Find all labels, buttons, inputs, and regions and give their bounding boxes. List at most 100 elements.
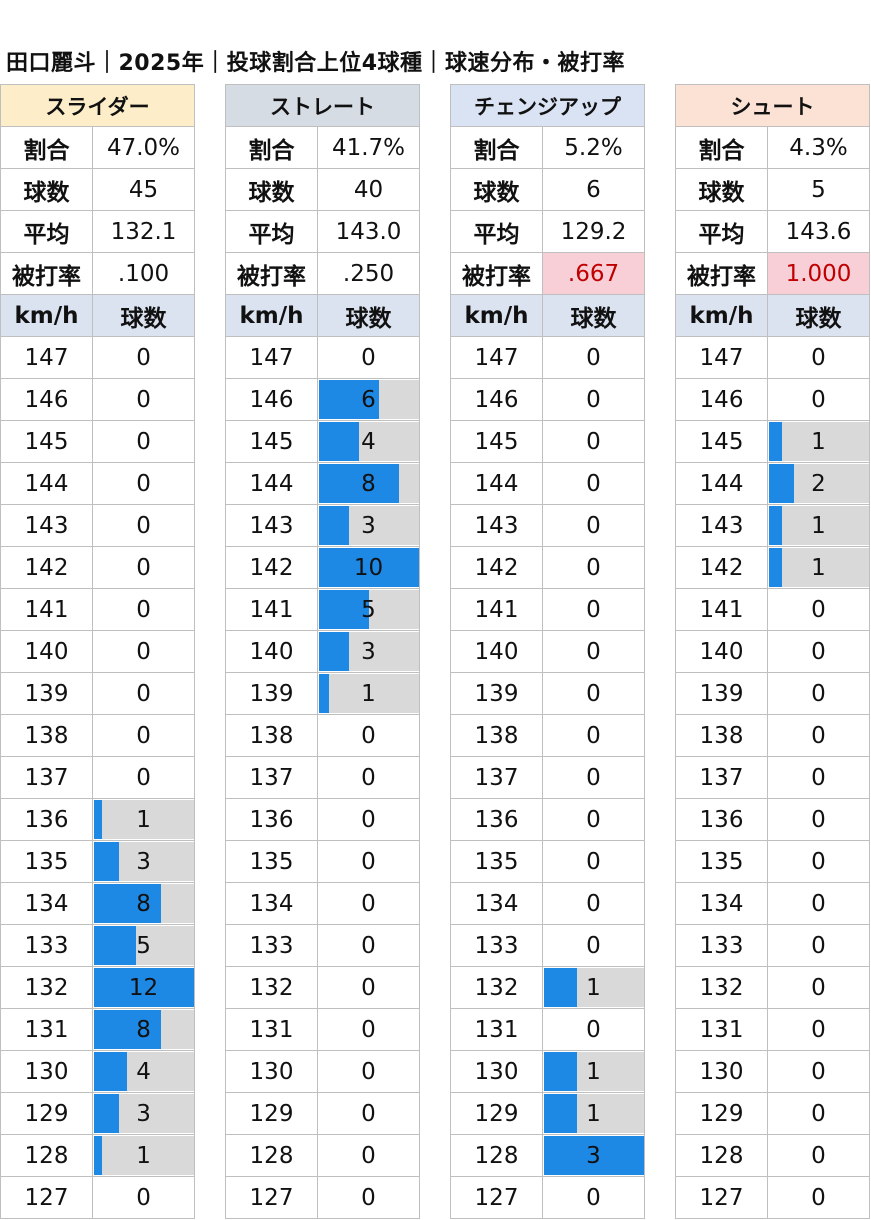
distribution-row: 140 0 [0, 630, 196, 673]
speed-value: 145 [0, 420, 93, 463]
pitch-header-row: スライダー [0, 84, 196, 127]
pitch-count: 0 [811, 680, 826, 707]
distribution-row: 139 1 [225, 672, 420, 715]
count-bar [544, 968, 577, 1007]
distribution-row: 144 2 [675, 462, 870, 505]
pitch-count-cell: 10 [317, 546, 420, 589]
distribution-row: 144 0 [0, 462, 196, 505]
speed-value: 139 [0, 672, 93, 715]
stat-label-avg: 平均 [675, 210, 768, 253]
distribution-row: 146 0 [675, 378, 870, 421]
distribution-row: 143 3 [225, 504, 420, 547]
pitch-count-cell: 8 [317, 462, 420, 505]
pitch-count: 0 [361, 932, 376, 959]
pitch-count: 0 [361, 764, 376, 791]
pitch-count-cell: 1 [767, 420, 870, 463]
pitch-count: 0 [586, 680, 601, 707]
distribution-row: 129 0 [225, 1092, 420, 1135]
pitch-count-cell: 0 [91, 336, 196, 379]
pitch-count: 1 [136, 1142, 151, 1169]
distribution-row: 131 8 [0, 1008, 196, 1051]
count-column-header: 球数 [317, 294, 420, 337]
distribution-row: 139 0 [0, 672, 196, 715]
pitch-count: 0 [136, 386, 151, 413]
pitch-count: 0 [811, 722, 826, 749]
speed-value: 130 [450, 1050, 543, 1093]
stat-value-avg: 129.2 [542, 210, 645, 253]
pitch-name: チェンジアップ [450, 84, 645, 127]
distribution-row: 128 3 [450, 1134, 645, 1177]
speed-value: 140 [225, 630, 318, 673]
pitch-count-cell: 1 [317, 672, 420, 715]
stat-value-avg: 132.1 [91, 210, 196, 253]
pitch-count-cell: 0 [91, 420, 196, 463]
speed-value: 138 [675, 714, 768, 757]
pitch-count: 0 [811, 386, 826, 413]
count-bar [769, 506, 782, 545]
pitch-count-cell: 0 [542, 1176, 645, 1219]
column-header-row: km/h 球数 [675, 294, 870, 337]
speed-value: 127 [675, 1176, 768, 1219]
speed-column-header: km/h [0, 294, 93, 337]
pitch-count: 0 [586, 344, 601, 371]
distribution-row: 145 1 [675, 420, 870, 463]
stat-label-ratio: 割合 [225, 126, 318, 169]
pitch-count-cell: 0 [542, 798, 645, 841]
pitch-count-cell: 3 [542, 1134, 645, 1177]
pitch-count-cell: 0 [542, 714, 645, 757]
pitch-count: 0 [361, 344, 376, 371]
distribution-row: 141 0 [675, 588, 870, 631]
pitch-count: 8 [136, 890, 151, 917]
pitch-count: 0 [361, 1184, 376, 1211]
pitch-count-cell: 0 [542, 588, 645, 631]
speed-value: 129 [0, 1092, 93, 1135]
pitch-count-cell: 1 [542, 1050, 645, 1093]
distribution-row: 138 0 [0, 714, 196, 757]
pitch-count: 0 [811, 1100, 826, 1127]
pitch-count-cell: 0 [767, 1176, 870, 1219]
speed-value: 132 [675, 966, 768, 1009]
speed-value: 139 [225, 672, 318, 715]
pitch-count: 0 [136, 344, 151, 371]
count-bar [319, 422, 359, 461]
stat-row-ratio: 割合 5.2% [450, 126, 645, 169]
pitch-count: 0 [811, 890, 826, 917]
speed-value: 137 [450, 756, 543, 799]
count-bar [769, 464, 794, 503]
distribution-row: 134 8 [0, 882, 196, 925]
distribution-row: 145 0 [0, 420, 196, 463]
pitch-count-cell: 1 [542, 966, 645, 1009]
pitch-count: 0 [136, 428, 151, 455]
distribution-row: 128 0 [225, 1134, 420, 1177]
count-bar-background [769, 506, 869, 545]
count-bar [319, 464, 399, 503]
pitch-count-cell: 0 [317, 840, 420, 883]
stat-label-count: 球数 [0, 168, 93, 211]
pitch-count-cell: 0 [767, 588, 870, 631]
speed-value: 134 [675, 882, 768, 925]
speed-value: 128 [0, 1134, 93, 1177]
pitch-count-cell: 6 [317, 378, 420, 421]
pitch-count-cell: 0 [767, 840, 870, 883]
pitch-count-cell: 12 [91, 966, 196, 1009]
distribution-row: 132 1 [450, 966, 645, 1009]
pitch-count: 0 [811, 848, 826, 875]
pitch-count-cell: 3 [317, 504, 420, 547]
count-bar [769, 422, 782, 461]
pitch-count: 1 [811, 428, 826, 455]
pitch-count: 0 [811, 344, 826, 371]
distribution-row: 130 0 [225, 1050, 420, 1093]
pitch-count: 0 [136, 764, 151, 791]
distribution-row: 129 0 [675, 1092, 870, 1135]
distribution-row: 144 8 [225, 462, 420, 505]
stat-value-avg: 143.6 [767, 210, 870, 253]
speed-value: 146 [450, 378, 543, 421]
distribution-row: 146 6 [225, 378, 420, 421]
stat-row-ratio: 割合 41.7% [225, 126, 420, 169]
stat-value-count: 45 [91, 168, 196, 211]
speed-value: 131 [225, 1008, 318, 1051]
stat-row-ratio: 割合 4.3% [675, 126, 870, 169]
pitch-count: 0 [811, 1058, 826, 1085]
speed-value: 134 [225, 882, 318, 925]
speed-value: 147 [0, 336, 93, 379]
